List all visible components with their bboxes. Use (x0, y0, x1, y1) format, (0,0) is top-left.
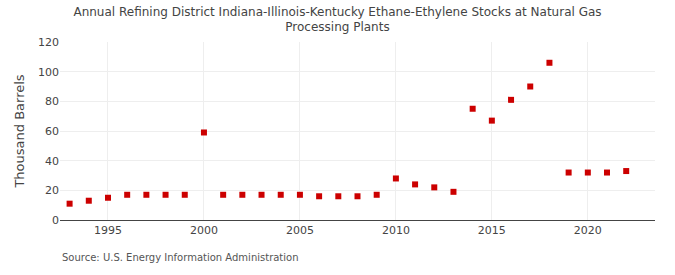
svg-text:Annual Refining District India: Annual Refining District Indiana-Illinoi… (73, 5, 601, 35)
svg-text:80: 80 (45, 95, 59, 108)
svg-text:2020: 2020 (574, 224, 602, 237)
svg-text:2015: 2015 (478, 224, 506, 237)
svg-text:2000: 2000 (190, 224, 218, 237)
svg-text:100: 100 (38, 66, 59, 79)
svg-text:120: 120 (38, 36, 59, 49)
svg-text:1995: 1995 (94, 224, 122, 237)
svg-text:20: 20 (45, 184, 59, 197)
svg-text:Source: U.S. Energy Informatio: Source: U.S. Energy Information Administ… (62, 252, 299, 263)
svg-text:0: 0 (52, 214, 59, 227)
svg-text:40: 40 (45, 155, 59, 168)
svg-text:2010: 2010 (382, 224, 410, 237)
svg-text:2005: 2005 (286, 224, 314, 237)
svg-text:Thousand Barrels: Thousand Barrels (12, 74, 27, 188)
svg-text:60: 60 (45, 125, 59, 138)
